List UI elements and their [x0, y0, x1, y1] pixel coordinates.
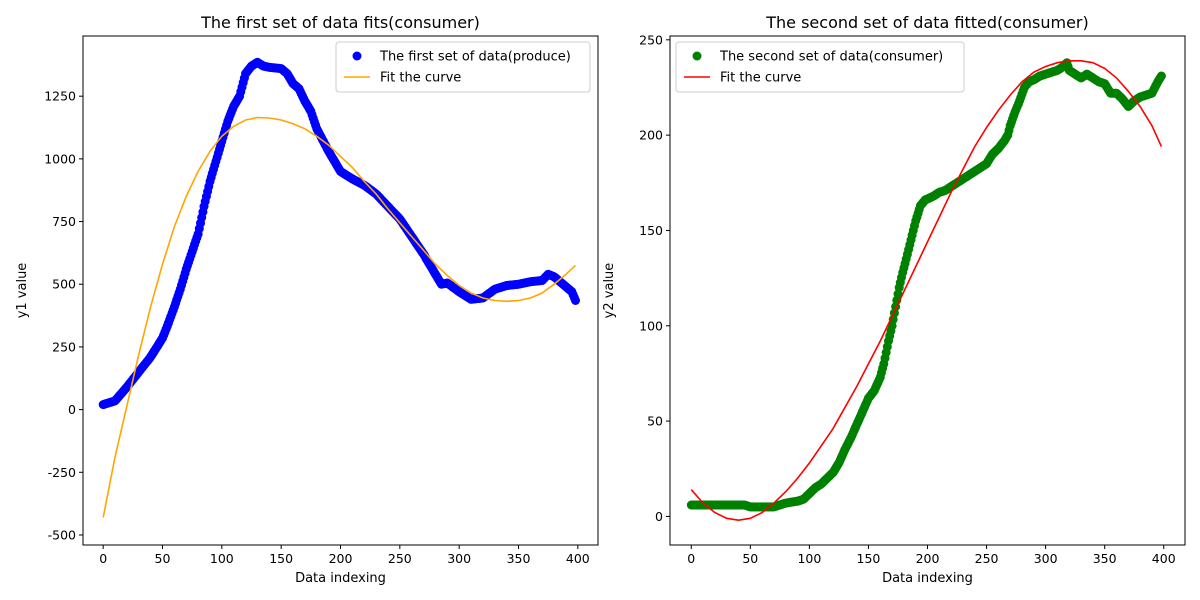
- chart-y2-fit: 0 50 100 150 200 250 300 350 400 0 50 100 150 200 250 T…: [602, 13, 1186, 586]
- x-tick-label: 0: [99, 551, 107, 566]
- y-axis-label: y1 value: [15, 263, 30, 319]
- x-tick-label: 250: [975, 551, 999, 566]
- legend: The first set of data(produce) Fit the cu…: [335, 41, 591, 93]
- x-tick-label: 0: [687, 551, 695, 566]
- axes-frame: [82, 35, 599, 546]
- y-tick-label: 750: [52, 214, 76, 229]
- x-tick-label: 200: [916, 551, 940, 566]
- chart-y1-fit: 0 50 100 150 200 250 300 350 400 -500 -250 0 250 500 7…: [15, 13, 599, 586]
- x-tick-label: 150: [269, 551, 293, 566]
- axes-frame: [669, 35, 1186, 546]
- plot-area: [98, 57, 580, 518]
- fit-curve-line: [690, 60, 1163, 522]
- y-tick-label: 150: [639, 223, 663, 238]
- legend-entry-label: Fit the curve: [380, 71, 461, 86]
- y-tick-label: -500: [48, 527, 76, 542]
- x-tick-label: 350: [1093, 551, 1117, 566]
- y-tick-label: 0: [655, 509, 663, 524]
- x-axis-label: Data indexing: [882, 571, 973, 586]
- plot-area: [686, 58, 1166, 522]
- legend-entry-label: Fit the curve: [720, 71, 801, 86]
- x-tick-label: 400: [566, 551, 590, 566]
- legend-entry-label: The first set of data(produce): [379, 50, 571, 65]
- data-point: [1156, 71, 1166, 81]
- x-tick-label: 400: [1152, 551, 1176, 566]
- x-tick-label: 350: [507, 551, 531, 566]
- x-tick-label: 100: [797, 551, 821, 566]
- x-tick-label: 50: [155, 551, 171, 566]
- legend-box: [335, 41, 591, 93]
- y-tick-label: 250: [52, 339, 76, 354]
- chart-title: The first set of data fits(consumer): [200, 13, 480, 32]
- scatter-series: [98, 57, 580, 410]
- y-axis-label: y2 value: [602, 263, 617, 319]
- y-tick-label: -250: [48, 465, 76, 480]
- fit-curve-line: [102, 116, 577, 518]
- x-tick-label: 250: [388, 551, 412, 566]
- y-tick-label: 0: [68, 402, 76, 417]
- x-tick-label: 100: [210, 551, 234, 566]
- legend-entry-label: The second set of data(consumer): [719, 50, 943, 65]
- y-tick-label: 1250: [44, 89, 76, 104]
- x-axis-label: Data indexing: [295, 571, 386, 586]
- legend-box: [675, 41, 965, 93]
- x-tick-label: 300: [447, 551, 471, 566]
- legend-marker-swatch: [352, 51, 362, 61]
- y-tick-label: 1000: [44, 151, 76, 166]
- x-tick-label: 200: [329, 551, 353, 566]
- data-point: [571, 296, 580, 305]
- y-tick-label: 50: [647, 414, 663, 429]
- x-tick-label: 150: [857, 551, 881, 566]
- legend-marker-swatch: [692, 51, 702, 61]
- y-tick-label: 250: [639, 32, 663, 47]
- scatter-series: [686, 58, 1166, 512]
- chart-title: The second set of data fitted(consumer): [765, 13, 1088, 32]
- legend: The second set of data(consumer) Fit the …: [675, 41, 965, 93]
- y-tick-label: 200: [639, 128, 663, 143]
- y-tick-label: 500: [52, 277, 76, 292]
- x-tick-label: 300: [1034, 551, 1058, 566]
- x-tick-label: 50: [742, 551, 758, 566]
- y-tick-label: 100: [639, 318, 663, 333]
